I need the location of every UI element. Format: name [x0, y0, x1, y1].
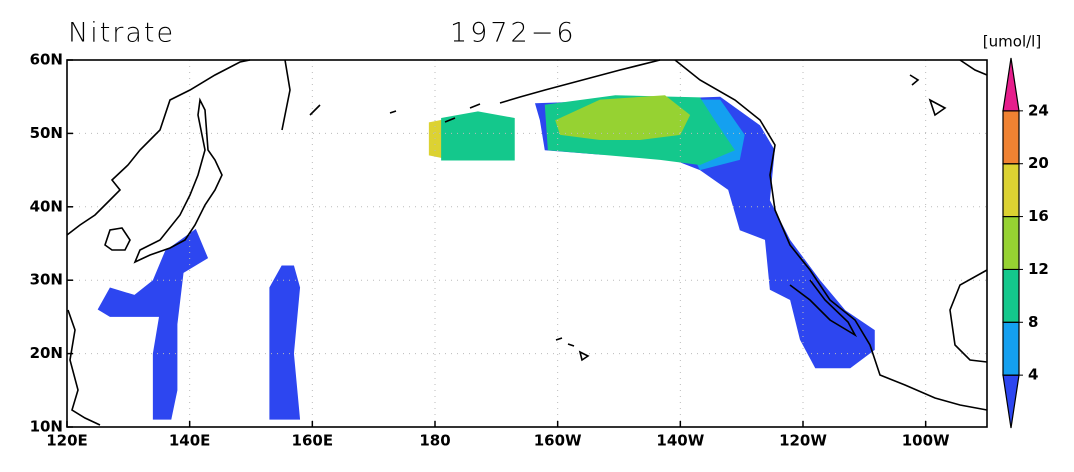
map-frame — [66, 59, 988, 428]
nitrate-region — [97, 228, 209, 420]
y-tick-label: 50N — [30, 124, 63, 142]
nitrate-region — [441, 111, 515, 161]
coastline — [555, 337, 590, 362]
coastline — [389, 103, 481, 123]
x-tick-label: 140E — [169, 432, 211, 450]
x-tick-label: 100W — [902, 432, 950, 450]
y-tick-label: 40N — [30, 197, 63, 215]
colorbar-swatch — [1002, 110, 1020, 165]
y-tick-label: 60N — [30, 51, 63, 69]
x-tick-label: 180 — [419, 432, 450, 450]
x-tick-label: 120E — [46, 432, 88, 450]
colorbar-label: 8 — [1028, 313, 1038, 331]
coastline — [499, 59, 988, 411]
coastline — [949, 269, 988, 363]
colorbar-swatch — [1002, 268, 1020, 323]
coastlines — [66, 59, 988, 426]
colorbar-swatch — [1002, 321, 1020, 376]
colorbar-swatch — [1002, 374, 1020, 429]
coastline — [133, 97, 223, 264]
colorbar-label: 4 — [1028, 366, 1038, 384]
colorbar-label: 12 — [1028, 260, 1049, 278]
map-subtitle: 1972−6 — [450, 18, 577, 49]
x-tick-label: 120W — [779, 432, 827, 450]
coastline — [67, 309, 101, 426]
colorbar-units: [umol/l] — [983, 33, 1041, 51]
coastline — [789, 279, 858, 338]
colorbar-swatch — [1002, 163, 1020, 218]
coastline — [66, 59, 251, 236]
y-tick-label: 10N — [30, 418, 63, 436]
colorbar-label: 16 — [1028, 207, 1049, 225]
colorbar-label: 20 — [1028, 154, 1049, 172]
x-tick-label: 140W — [656, 432, 704, 450]
y-tick-label: 30N — [30, 271, 63, 289]
nitrate-region — [555, 95, 691, 141]
nitrate-region — [269, 265, 301, 420]
coastline — [104, 227, 131, 251]
colorbar-label: 24 — [1028, 101, 1049, 119]
x-tick-label: 160W — [534, 432, 582, 450]
y-tick-label: 20N — [30, 344, 63, 362]
colorbar-swatch — [1002, 57, 1020, 112]
coastline — [281, 59, 321, 131]
map-title: Nitrate — [68, 18, 175, 49]
x-tick-label: 160E — [292, 432, 334, 450]
colorbar-swatch — [1002, 215, 1020, 271]
map-layers — [67, 60, 987, 427]
coastline — [909, 59, 988, 117]
